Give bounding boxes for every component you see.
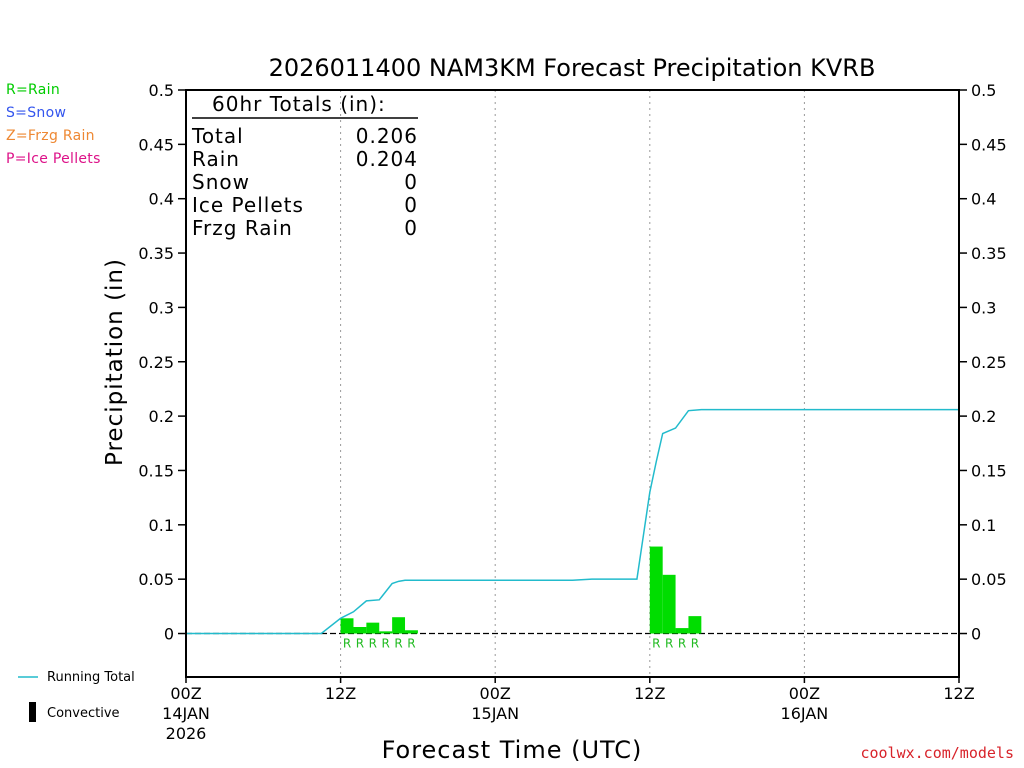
y-axis-label: Precipitation (in) <box>102 258 128 466</box>
y-tick-label-right: 0 <box>971 625 981 644</box>
legend-rain: R=Rain <box>6 82 61 98</box>
precip-bar <box>675 628 689 634</box>
precip-bar <box>366 622 380 634</box>
totals-row-label: Rain <box>192 147 240 171</box>
precip-bar <box>649 546 663 634</box>
y-tick-label-left: 0.15 <box>138 461 174 480</box>
x-tick-label: 00Z <box>789 684 820 703</box>
totals-row-value: 0 <box>404 170 418 194</box>
convective-legend-swatch <box>29 702 36 722</box>
legend-convective-label: Convective <box>47 706 120 721</box>
y-tick-label-right: 0.5 <box>971 81 996 100</box>
y-tick-label-right: 0.35 <box>971 244 1007 263</box>
y-tick-label-left: 0.45 <box>138 135 174 154</box>
legend-freezing-rain: Z=Frzg Rain <box>6 128 95 144</box>
precip-type-label: R <box>678 637 686 651</box>
totals-row-value: 0 <box>404 193 418 217</box>
precip-type-label: R <box>394 637 402 651</box>
y-tick-label-left: 0.25 <box>138 353 174 372</box>
precip-type-label: R <box>356 637 364 651</box>
legend-running-total-label: Running Total <box>47 670 135 685</box>
totals-row-value: 0.206 <box>356 124 418 148</box>
y-tick-label-right: 0.2 <box>971 407 996 426</box>
x-tick-label: 12Z <box>943 684 974 703</box>
running-total-line <box>186 408 959 635</box>
x-tick-label: 12Z <box>634 684 665 703</box>
totals-row-label: Frzg Rain <box>192 216 293 240</box>
totals-heading: 60hr Totals (in): <box>212 92 386 116</box>
source-credit: coolwx.com/models <box>860 744 1014 762</box>
precip-type-label: R <box>691 637 699 651</box>
y-tick-label-right: 0.05 <box>971 570 1007 589</box>
x-tick-date: 15JAN <box>471 704 519 723</box>
precip-type-label: R <box>665 637 673 651</box>
x-tick-label: 00Z <box>480 684 511 703</box>
grid-layer <box>186 90 959 677</box>
precip-bar <box>688 616 702 634</box>
totals-row-label: Snow <box>192 170 250 194</box>
x-tick-label: 00Z <box>170 684 201 703</box>
plot-frame <box>185 89 960 678</box>
x-tick-date: 14JAN <box>162 704 210 723</box>
ticks-layer: 0 00.05 0.050.1 0.10.15 0.150.2 0.20.25 0.250.… <box>138 81 1006 743</box>
legend-snow: S=Snow <box>6 105 67 121</box>
x-tick-year: 2026 <box>166 724 207 743</box>
precip-bar <box>340 618 354 634</box>
y-tick-label-right: 0.4 <box>971 190 996 209</box>
y-tick-label-left: 0.4 <box>149 190 174 209</box>
y-tick-label-right: 0.3 <box>971 298 996 317</box>
y-tick-label-left: 0.2 <box>149 407 174 426</box>
y-tick-label-right: 0.15 <box>971 461 1007 480</box>
totals-row-value: 0 <box>404 216 418 240</box>
chart-title: 2026011400 NAM3KM Forecast Precipitation… <box>269 54 876 82</box>
precip-type-label: R <box>382 637 390 651</box>
precip-bar <box>353 626 367 634</box>
y-tick-label-left: 0.5 <box>149 81 174 100</box>
totals-box: 60hr Totals (in): Total 0.206 Rain 0.204 Snow… <box>191 92 418 240</box>
precip-bar <box>405 630 418 634</box>
y-tick-label-left: 0.1 <box>149 516 174 535</box>
axes-layer <box>185 89 960 678</box>
x-axis-label: Forecast Time (UTC) <box>382 736 643 764</box>
precip-bar <box>662 574 676 634</box>
y-tick-label-left: 0 <box>164 625 174 644</box>
precip-type-label: R <box>343 637 351 651</box>
x-tick-date: 16JAN <box>781 704 829 723</box>
precip-type-label: R <box>407 637 415 651</box>
totals-row-label: Total <box>191 124 244 148</box>
x-tick-label: 12Z <box>325 684 356 703</box>
precip-type-label: R <box>369 637 377 651</box>
precip-bar <box>379 631 393 634</box>
running-total-layer <box>186 408 959 635</box>
legend-ice-pellets: P=Ice Pellets <box>6 151 101 167</box>
y-tick-label-right: 0.25 <box>971 353 1007 372</box>
precip-type-label: R <box>652 637 660 651</box>
y-tick-label-left: 0.3 <box>149 298 174 317</box>
precip-bar <box>392 617 406 634</box>
y-tick-label-left: 0.35 <box>138 244 174 263</box>
totals-row-value: 0.204 <box>356 147 418 171</box>
y-tick-label-right: 0.45 <box>971 135 1007 154</box>
y-tick-label-left: 0.05 <box>138 570 174 589</box>
totals-row-label: Ice Pellets <box>192 193 304 217</box>
y-tick-label-right: 0.1 <box>971 516 996 535</box>
